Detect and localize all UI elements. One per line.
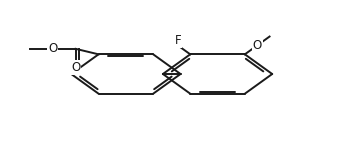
Text: O: O — [71, 61, 80, 74]
Text: F: F — [175, 34, 181, 47]
Text: O: O — [48, 42, 57, 55]
Text: O: O — [253, 39, 262, 52]
